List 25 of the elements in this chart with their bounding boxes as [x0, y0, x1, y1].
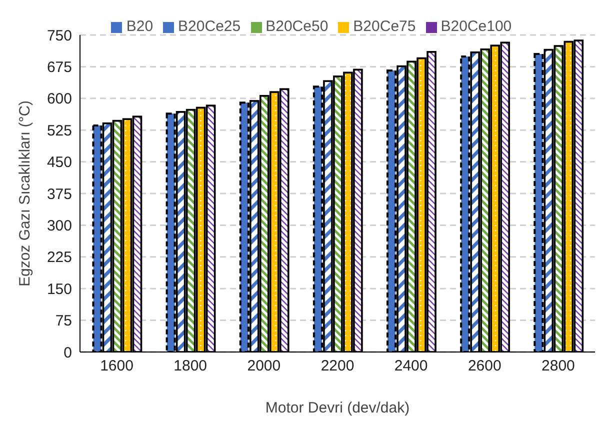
y-tick-label: 225 — [46, 249, 72, 266]
y-tick-label: 525 — [46, 122, 72, 140]
x-tick-label: 2800 — [542, 358, 575, 375]
legend-label: B20Ce75 — [353, 18, 416, 35]
y-tick-label: 75 — [55, 312, 72, 330]
legend-label: B20Ce100 — [440, 18, 512, 35]
legend-label: B20Ce50 — [266, 18, 328, 35]
x-tick-label: 2600 — [468, 358, 502, 375]
y-tick-label: 675 — [46, 59, 72, 76]
legend-label: B20 — [126, 18, 154, 35]
y-tick-label: 150 — [46, 280, 72, 298]
y-tick-label: 600 — [46, 90, 72, 108]
x-tick-label: 1600 — [100, 358, 134, 375]
x-tick-label: 2000 — [247, 358, 281, 375]
x-tick-label: 1800 — [174, 358, 208, 375]
x-tick-label: 2200 — [320, 358, 354, 375]
x-tick-label: 2400 — [394, 358, 428, 375]
x-axis-title: Motor Devri (dev/dak) — [265, 400, 410, 417]
y-tick-label: 300 — [46, 218, 72, 235]
y-axis-title: Egzoz Gazı Sıcaklıkları (°C) — [16, 100, 34, 287]
y-tick-label: 375 — [46, 186, 72, 203]
y-tick-label: 750 — [46, 27, 72, 44]
y-tick-label: 450 — [46, 154, 72, 172]
y-tick-label: 0 — [64, 344, 72, 362]
legend-label: B20Ce25 — [178, 18, 241, 35]
